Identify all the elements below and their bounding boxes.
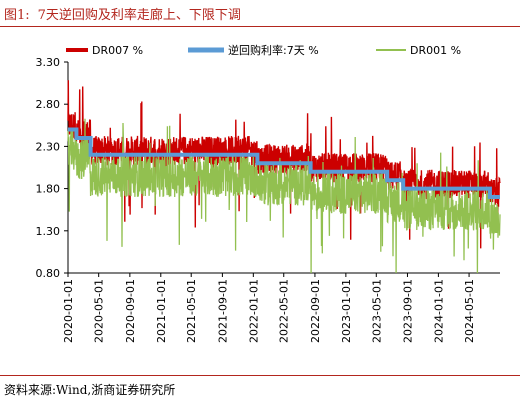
legend-reverse-repo: 逆回购利率:7天 % bbox=[188, 43, 319, 57]
legend-reverse-repo-label: 逆回购利率:7天 % bbox=[228, 43, 319, 57]
x-tick-label: 2023-05-01 bbox=[370, 279, 383, 343]
legend-dr001-label: DR001 % bbox=[410, 44, 461, 57]
y-tick-label: 2.30 bbox=[36, 140, 61, 153]
x-tick-label: 2020-09-01 bbox=[124, 279, 137, 343]
y-tick-label: 1.30 bbox=[36, 225, 61, 238]
dr001-line bbox=[67, 118, 501, 274]
y-tick-label: 3.30 bbox=[36, 56, 61, 69]
dr007-line bbox=[67, 80, 501, 249]
source-note: 资料来源:Wind,浙商证券研究所 bbox=[4, 383, 176, 397]
reverse-repo-rate-line bbox=[68, 127, 500, 199]
x-tick-label: 2023-09-01 bbox=[401, 279, 414, 343]
title-rule bbox=[0, 26, 520, 27]
figure-title-text: 7天逆回购及利率走廊上、下限下调 bbox=[37, 8, 241, 23]
x-tick-label: 2021-01-01 bbox=[155, 279, 168, 343]
y-tick-label: 0.80 bbox=[36, 267, 61, 280]
y-tick-label: 1.80 bbox=[36, 183, 61, 196]
x-tick-label: 2024-05-01 bbox=[463, 279, 476, 343]
x-tick-label: 2022-05-01 bbox=[278, 279, 291, 343]
y-tick-label: 2.80 bbox=[36, 98, 61, 111]
x-tick-label: 2022-01-01 bbox=[247, 279, 260, 343]
legend-dr007: DR007 % bbox=[66, 44, 143, 57]
chart-ticks: 0.80 1.30 1.80 2.30 2.80 3.30 2020-01-01 2020-0… bbox=[36, 56, 477, 343]
x-tick-label: 2021-05-01 bbox=[185, 279, 198, 343]
x-tick-label: 2024-01-01 bbox=[432, 279, 445, 343]
figure-number: 图1: bbox=[4, 8, 30, 23]
x-tick-label: 2022-09-01 bbox=[309, 279, 322, 343]
x-tick-label: 2023-01-01 bbox=[340, 279, 353, 343]
x-tick-label: 2020-01-01 bbox=[62, 279, 75, 343]
chart-lines bbox=[67, 80, 501, 274]
source-rule bbox=[0, 375, 520, 376]
figure-title: 图1: 7天逆回购及利率走廊上、下限下调 bbox=[4, 4, 241, 23]
chart-svg: 0.80 1.30 1.80 2.30 2.80 3.30 2020-01-01 2020-0… bbox=[36, 43, 501, 343]
legend-dr007-label: DR007 % bbox=[92, 44, 143, 57]
chart-legend: DR007 % 逆回购利率:7天 % DR001 % bbox=[66, 43, 461, 57]
x-tick-label: 2021-09-01 bbox=[216, 279, 229, 343]
x-tick-label: 2020-05-01 bbox=[93, 279, 106, 343]
legend-dr001: DR001 % bbox=[376, 44, 461, 57]
